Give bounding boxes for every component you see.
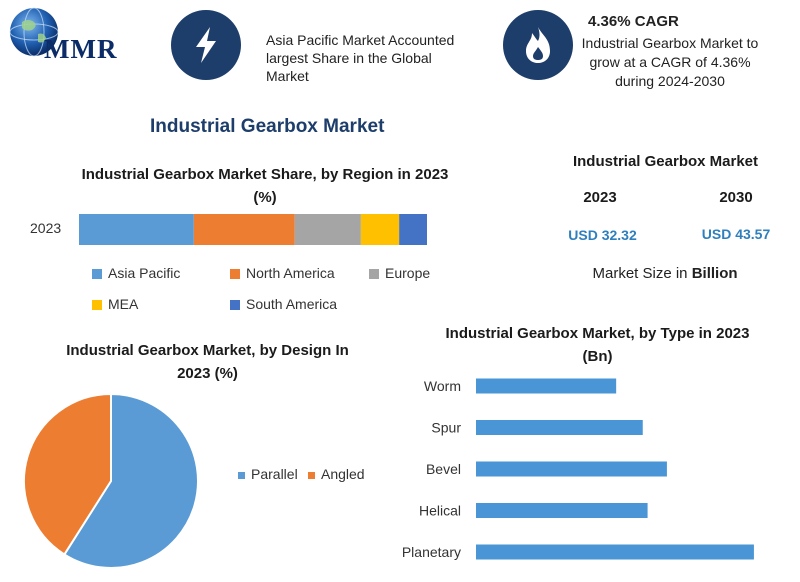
legend-label: Europe — [385, 265, 431, 281]
bar-segment-mea — [360, 214, 400, 245]
legend-angled: Angled — [308, 466, 365, 482]
legend-swatch-mea — [92, 300, 102, 311]
legend-swatch-angled — [308, 471, 315, 479]
legend-mea: MEA — [92, 296, 138, 312]
type-bar-chart: Worm Spur Bevel Helical Planetary — [402, 378, 754, 560]
market-size-footer-unit: Billion — [691, 265, 738, 282]
market-size-title: Industrial Gearbox Market — [572, 153, 759, 170]
region-category-label: 2023 — [30, 220, 62, 236]
legend-north-america: North America — [230, 265, 335, 281]
bar-segment-south-america — [399, 214, 427, 245]
legend-label: Angled — [321, 466, 365, 482]
flame-icon — [503, 10, 573, 80]
pie-slice-angled — [23, 392, 112, 556]
logo-text: MMR — [44, 34, 118, 64]
market-size-footer-prefix: Market Size in — [592, 265, 692, 282]
logo: MMR — [4, 4, 154, 64]
type-bar-spur — [476, 420, 643, 435]
design-chart-title: Industrial Gearbox Market, by Design In … — [66, 342, 349, 382]
legend-label: North America — [246, 265, 335, 281]
legend-swatch-asia-pacific — [92, 269, 102, 280]
legend-label: Asia Pacific — [108, 265, 181, 281]
legend-label: South America — [246, 296, 338, 312]
globe-icon — [9, 7, 59, 57]
legend-label: Parallel — [251, 466, 298, 482]
cagr-title: 4.36% CAGR — [588, 13, 679, 30]
legend-swatch-parallel — [238, 471, 245, 479]
type-tick-label-worm: Worm — [424, 378, 461, 394]
legend-south-america: South America — [230, 296, 337, 312]
type-bar-planetary — [476, 544, 754, 560]
legend-europe: Europe — [369, 265, 430, 281]
pie-slice-parallel — [63, 392, 199, 569]
type-tick-label-planetary: Planetary — [402, 544, 461, 560]
market-size-year-2030: 2030 — [719, 189, 753, 206]
legend-swatch-europe — [369, 269, 379, 280]
bar-segment-north-america — [193, 214, 295, 245]
type-tick-label-bevel: Bevel — [426, 461, 461, 477]
legend-parallel: Parallel — [238, 466, 298, 482]
type-chart-title: Industrial Gearbox Market, by Type in 20… — [445, 325, 750, 365]
market-size-footer: Market Size in Billion — [560, 265, 770, 282]
type-tick-label-helical: Helical — [419, 503, 461, 519]
legend-swatch-south-america — [230, 300, 240, 311]
main-title: Industrial Gearbox Market — [150, 116, 385, 137]
legend-label: MEA — [108, 296, 139, 312]
region-stacked-bar — [79, 214, 427, 245]
market-size-value-2023: USD 32.32 — [568, 227, 637, 243]
type-bar-worm — [476, 378, 617, 394]
type-bar-bevel — [476, 461, 667, 477]
bar-segment-europe — [294, 214, 361, 245]
design-pie-chart — [23, 392, 199, 569]
legend-swatch-north-america — [230, 269, 240, 280]
cagr-text: Industrial Gearbox Market to grow at a C… — [581, 35, 759, 89]
market-size-year-2023: 2023 — [583, 189, 617, 206]
type-tick-label-spur: Spur — [431, 420, 461, 436]
region-chart-title: Industrial Gearbox Market Share, by Regi… — [81, 166, 449, 206]
info-text-region: Asia Pacific Market Accounted largest Sh… — [266, 32, 455, 84]
lightning-icon — [171, 10, 241, 80]
legend-asia-pacific: Asia Pacific — [92, 265, 180, 281]
type-bar-helical — [476, 503, 648, 518]
market-size-value-2030: USD 43.57 — [701, 226, 771, 242]
bar-segment-asia-pacific — [79, 214, 194, 245]
